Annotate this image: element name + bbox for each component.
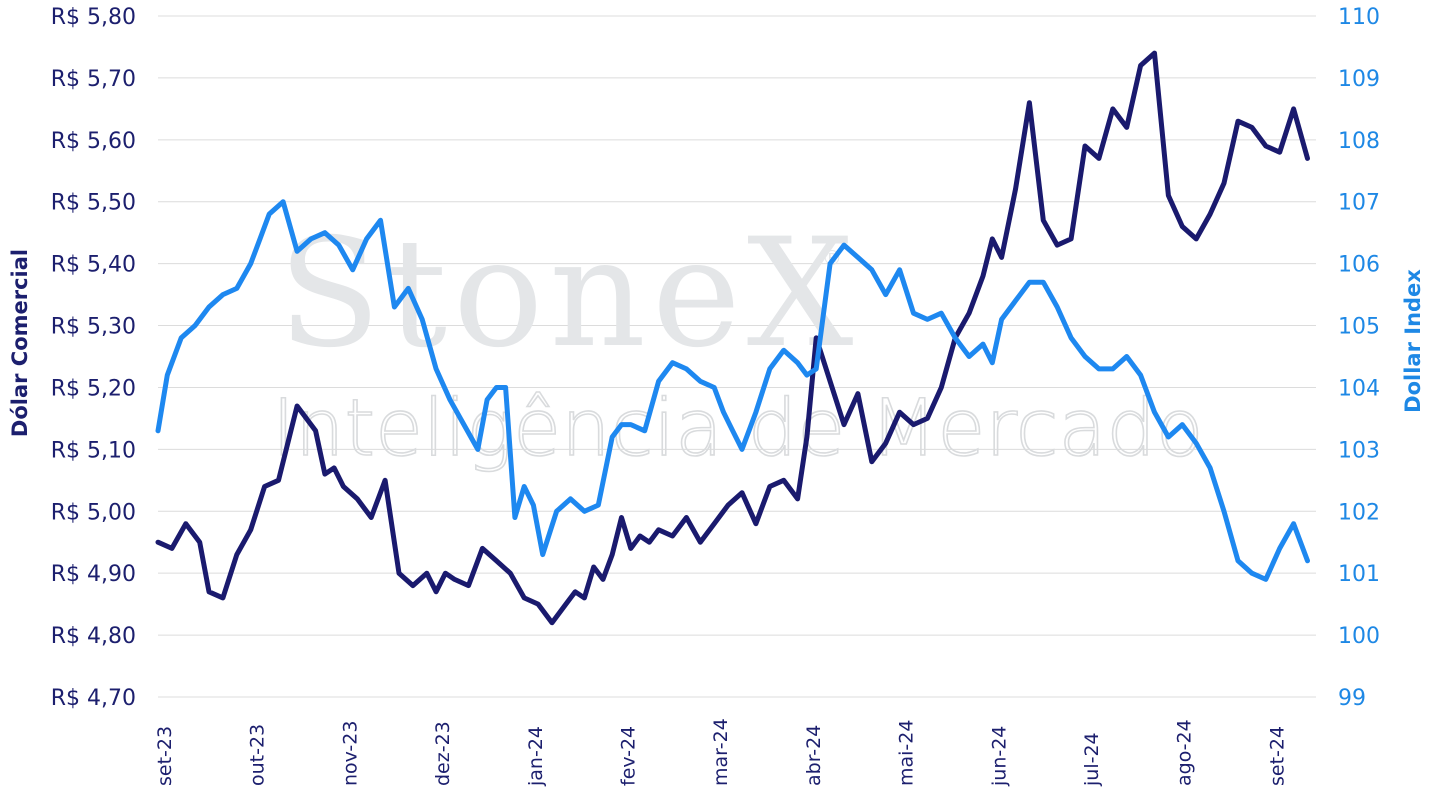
x-axis-tick-label: fev-24 [618,726,640,786]
right-axis-tick-label: 106 [1338,253,1380,278]
x-axis-tick-label: mai-24 [896,720,918,786]
right-axis-tick-label: 102 [1338,500,1380,525]
x-axis-tick-label: ago-24 [1174,719,1196,786]
x-axis-tick-label: mar-24 [710,718,732,786]
left-axis-tick-label: R$ 5,40 [51,253,136,278]
left-axis-tick-label: R$ 5,30 [51,315,136,340]
left-axis-tick-label: R$ 5,70 [51,67,136,92]
left-axis-tick-label: R$ 4,90 [51,562,136,587]
right-axis-title: Dollar Index [1401,269,1425,413]
x-axis-tick-label: jun-24 [988,726,1010,787]
right-axis-tick-label: 103 [1338,438,1380,463]
x-axis-tick-label: out-23 [247,724,269,786]
watermark: StoneX ® Inteligência de Mercado [271,207,1204,475]
watermark-brand: StoneX [278,207,860,381]
right-axis-tick-label: 109 [1338,67,1380,92]
series-lines [155,50,1310,626]
left-axis-tick-label: R$ 5,00 [51,500,136,525]
right-axis-tick-label: 101 [1338,562,1380,587]
right-axis-tick-label: 100 [1338,624,1380,649]
left-axis-ticks: R$ 4,70 R$ 4,80 R$ 4,90 R$ 5,00 R$ 5,10 R$ 5,… [51,5,136,711]
left-axis-tick-label: R$ 5,10 [51,438,136,463]
x-axis-tick-label: set-24 [1266,726,1288,786]
left-axis-title: Dólar Comercial [8,249,32,437]
x-axis-tick-label: nov-23 [339,721,361,786]
left-axis-tick-label: R$ 5,60 [51,129,136,154]
right-axis-ticks: 99 100 101 102 103 104 105 106 107 108 109 110 [1338,5,1380,711]
left-axis-tick-label: R$ 4,80 [51,624,136,649]
x-axis-tick-label: jan-24 [525,726,547,787]
series-line-dolar-comercial [155,50,1310,626]
right-axis-tick-label: 105 [1338,315,1380,340]
left-axis-tick-label: R$ 5,50 [51,191,136,216]
x-axis-tick-label: set-23 [154,726,176,786]
right-axis-tick-label: 108 [1338,129,1380,154]
right-axis-tick-label: 107 [1338,191,1380,216]
watermark-subtitle: Inteligência de Mercado [272,384,1204,474]
series-line-dollar-index [155,199,1310,582]
x-axis-tick-label: abr-24 [803,725,825,786]
left-axis-tick-label: R$ 4,70 [51,686,136,711]
right-axis-tick-label: 110 [1338,5,1380,30]
left-axis-tick-label: R$ 5,20 [51,376,136,401]
left-axis-tick-label: R$ 5,80 [51,5,136,30]
x-axis-tick-label: dez-23 [432,721,454,786]
gridlines [158,15,1316,698]
right-axis-tick-label: 99 [1338,686,1366,711]
x-axis-tick-label: jul-24 [1081,732,1103,787]
x-axis-ticks: set-23 out-23 nov-23 dez-23 jan-24 fev-24 mar-… [154,718,1288,787]
right-axis-tick-label: 104 [1338,376,1380,401]
